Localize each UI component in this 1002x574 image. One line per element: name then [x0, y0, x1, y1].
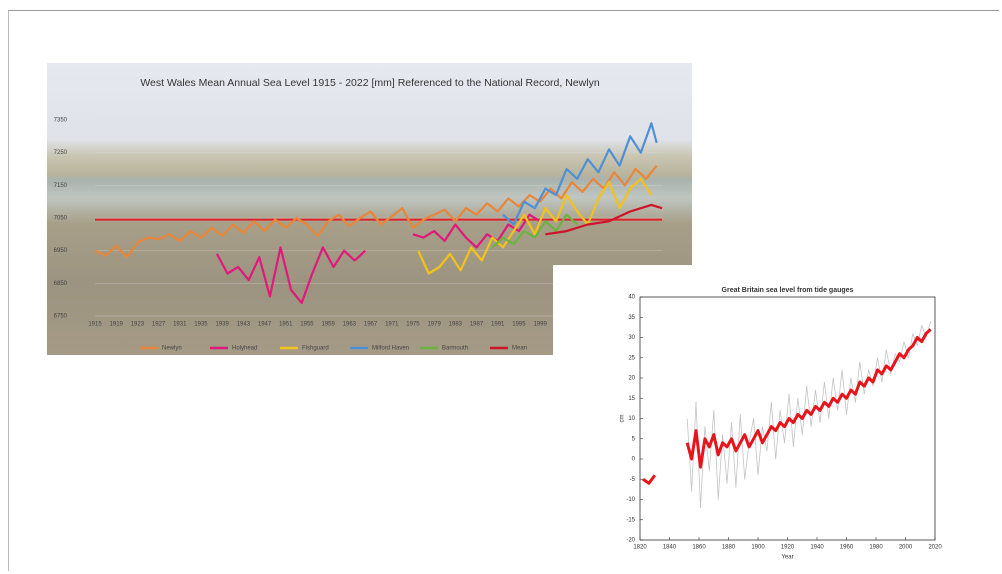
y-tick-label: 30: [628, 335, 635, 341]
x-tick-label: 1880: [722, 545, 736, 551]
x-tick-label: 1840: [663, 545, 677, 551]
legend-label: Newlyn: [162, 346, 182, 352]
charts: 6750 6850 6950 7050 7150 7250 7350 1915 1919 1923…: [0, 0, 1002, 574]
x-tick-label: 1920: [781, 545, 795, 551]
y-tick-label: 6850: [54, 281, 68, 287]
x-tick-label: 1980: [869, 545, 883, 551]
y-tick-label: 7150: [54, 183, 68, 189]
x-tick-label: 1959: [321, 322, 335, 328]
legend-label: Barmouth: [442, 346, 468, 352]
x-tick-label: 1931: [173, 322, 187, 328]
legend-label: Milford Haven: [372, 346, 409, 352]
x-axis-label: Year: [781, 555, 793, 561]
legend-label: Fishguard: [302, 346, 329, 352]
series-line: [217, 215, 540, 303]
x-tick-label: 2020: [928, 545, 942, 551]
x-tick-label: 1991: [491, 322, 505, 328]
series-line: [95, 166, 657, 258]
y-tick-label: -10: [626, 497, 635, 503]
x-tick-label: 1960: [840, 545, 854, 551]
x-tick-label: 1967: [364, 322, 378, 328]
x-tick-label: 1919: [110, 322, 124, 328]
x-tick-label: 1860: [692, 545, 706, 551]
y-tick-label: -15: [626, 517, 635, 523]
y-tick-label: 6750: [54, 314, 68, 320]
x-tick-label: 1940: [810, 545, 824, 551]
x-tick-label: 1999: [533, 322, 547, 328]
y-tick-label: 15: [628, 396, 635, 402]
x-tick-label: 1947: [258, 322, 272, 328]
legend-label: Holyhead: [232, 346, 257, 352]
y-tick-label: 40: [628, 295, 635, 301]
legend-label: Mean: [512, 346, 527, 352]
x-tick-label: 1900: [751, 545, 765, 551]
y-tick-label: 20: [628, 376, 635, 382]
x-tick-label: 1943: [237, 322, 251, 328]
page: West Wales Mean Annual Sea Level 1915 - …: [0, 0, 1002, 574]
y-axis-label: cm: [620, 415, 626, 423]
y-tick-label: 7050: [54, 216, 68, 222]
x-tick-label: 1820: [633, 545, 647, 551]
x-tick-label: 1987: [470, 322, 484, 328]
y-tick-label: 35: [628, 315, 635, 321]
y-tick-label: 7350: [54, 118, 68, 124]
x-tick-label: 1963: [343, 322, 357, 328]
x-tick-label: 1979: [427, 322, 441, 328]
x-tick-label: 1983: [449, 322, 463, 328]
x-tick-label: 1935: [194, 322, 208, 328]
x-tick-label: 1955: [300, 322, 314, 328]
y-tick-label: 6950: [54, 248, 68, 254]
x-tick-label: 1923: [131, 322, 145, 328]
chart-title: Great Britain sea level from tide gauges: [722, 287, 854, 294]
x-tick-label: 1915: [88, 322, 102, 328]
x-tick-label: 1995: [512, 322, 526, 328]
x-tick-label: 2000: [899, 545, 913, 551]
y-tick-label: -5: [630, 477, 636, 483]
y-tick-label: 25: [628, 355, 635, 361]
y-tick-label: -20: [626, 538, 635, 544]
x-tick-label: 1927: [152, 322, 166, 328]
x-tick-label: 1951: [279, 322, 293, 328]
y-tick-label: 7250: [54, 150, 68, 156]
x-tick-label: 1939: [215, 322, 229, 328]
x-tick-label: 1975: [406, 322, 420, 328]
y-tick-label: 10: [628, 416, 635, 422]
x-tick-label: 1971: [385, 322, 399, 328]
